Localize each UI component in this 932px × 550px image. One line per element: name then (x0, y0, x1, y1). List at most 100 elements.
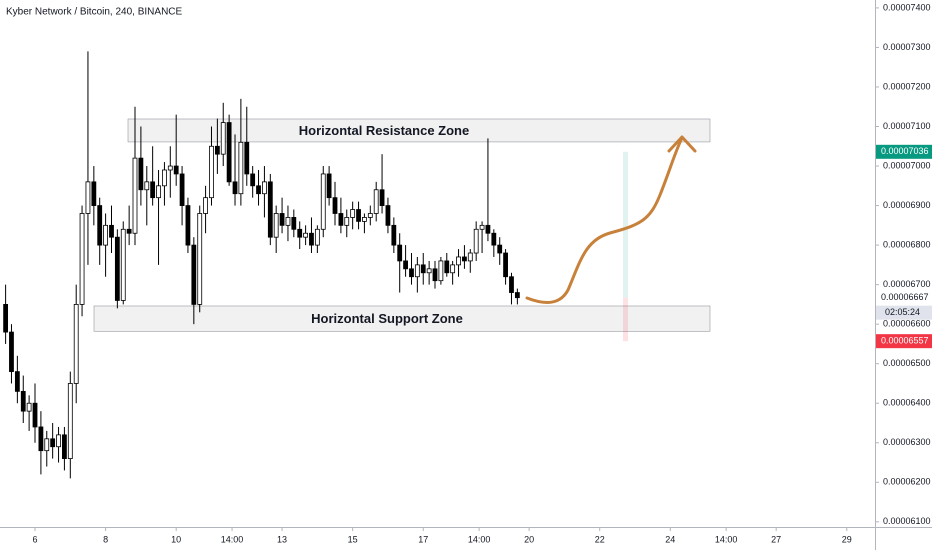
price-label-bg (876, 290, 932, 305)
candle-body (138, 157, 144, 191)
candle-body (256, 185, 261, 195)
arrow-head (667, 135, 697, 153)
price-label-bg (876, 334, 932, 349)
candle-body (326, 173, 332, 199)
x-tick-label: 14:00 (468, 534, 491, 544)
candle-body (97, 205, 103, 246)
y-tick-label: 0.00006900 (883, 200, 931, 210)
candle-body (3, 304, 9, 333)
candle-body (114, 236, 120, 301)
candle-body (56, 434, 61, 448)
candle-body (173, 165, 179, 175)
candle-body (32, 402, 38, 428)
y-tick-label: 0.00006400 (883, 398, 931, 408)
zone-label: Horizontal Support Zone (311, 311, 463, 326)
zone (127, 118, 711, 143)
candle-body (132, 157, 138, 234)
candle-body (91, 181, 97, 206)
price-label: 0.00007036 (881, 146, 929, 156)
y-tick-label: 0.00007100 (883, 121, 931, 131)
chart-title: Kyber Network / Bitcoin, 240, BINANCE (6, 7, 183, 18)
candle-body (185, 205, 191, 246)
projection-arrow (525, 136, 684, 304)
candle-body (467, 252, 473, 262)
y-tick-label: 0.00007000 (883, 160, 931, 170)
y-tick-label: 0.00007400 (883, 2, 931, 12)
y-tick-label: 0.00007200 (883, 81, 931, 91)
candle-body (109, 224, 114, 238)
candle-body (379, 189, 385, 206)
x-tick-label: 10 (171, 534, 181, 544)
candle-body (103, 224, 108, 246)
candle-body (373, 189, 379, 214)
candle-body (491, 232, 497, 246)
x-tick-label: 17 (418, 534, 428, 544)
candle-body (179, 173, 185, 206)
candle-body (444, 260, 450, 274)
candle-body (409, 268, 414, 278)
candle-body (50, 438, 56, 448)
candle-body (362, 217, 367, 222)
candle-body (232, 181, 238, 195)
candle-body (450, 264, 456, 274)
y-tick-label: 0.00006200 (883, 477, 931, 487)
candle-body (497, 244, 503, 254)
candle-body (26, 402, 32, 412)
y-tick-label: 0.00006100 (883, 516, 931, 526)
countdown: 02:05:24 (885, 307, 920, 317)
candle-body (456, 256, 461, 266)
candle-body (503, 252, 508, 278)
candle-body (432, 268, 438, 282)
candle-body (14, 371, 20, 392)
candle-body (309, 232, 314, 246)
candle-body (126, 228, 132, 234)
y-tick-label: 0.00006500 (883, 358, 931, 368)
candle-body (485, 224, 491, 234)
y-tick-label: 0.00006300 (883, 437, 931, 447)
x-tick-label: 6 (33, 534, 38, 544)
candle-body (438, 260, 444, 282)
candle-body (414, 264, 420, 278)
x-tick-label: 29 (842, 534, 852, 544)
x-tick-label: 13 (277, 534, 287, 544)
axes: 0.00007400 0.00007300 0.00007200 0.00007100… (33, 2, 932, 544)
candle-body (279, 213, 285, 226)
candle-body (44, 438, 50, 452)
candle-body (38, 426, 44, 452)
candle-body (314, 228, 320, 246)
candle-body (462, 256, 467, 262)
y-tick-label: 0.00006700 (883, 279, 931, 289)
candle-body (203, 197, 208, 214)
candle-body (514, 292, 520, 299)
candle-body (403, 260, 408, 270)
zones: Horizontal Resistance Zone Horizontal Sup… (93, 118, 711, 342)
x-tick-label: 20 (524, 534, 534, 544)
zone (93, 305, 711, 332)
candle-body (197, 213, 203, 305)
x-tick-label: 15 (348, 534, 358, 544)
candle-body (156, 185, 161, 199)
candle-body (285, 217, 291, 226)
candle-body (426, 268, 432, 274)
candle-body (267, 181, 273, 238)
candle-body (273, 213, 279, 238)
candle-body (238, 141, 244, 195)
candle-body (144, 181, 150, 191)
candle-body (9, 331, 14, 373)
x-tick-label: 8 (103, 534, 108, 544)
candle-body (356, 209, 361, 222)
y-tick-label: 0.00007300 (883, 42, 931, 52)
candle-body (150, 181, 156, 199)
candle-body (209, 145, 214, 199)
candle-body (220, 122, 226, 155)
candle-body (62, 434, 67, 459)
price-label-bg (876, 144, 932, 159)
x-tick-label: 14:00 (715, 534, 738, 544)
price-label: 0.00006667 (881, 292, 929, 302)
candle-body (73, 304, 79, 384)
candle-body (367, 213, 373, 218)
countdown-bg (876, 305, 932, 320)
x-tick-label: 24 (665, 534, 675, 544)
